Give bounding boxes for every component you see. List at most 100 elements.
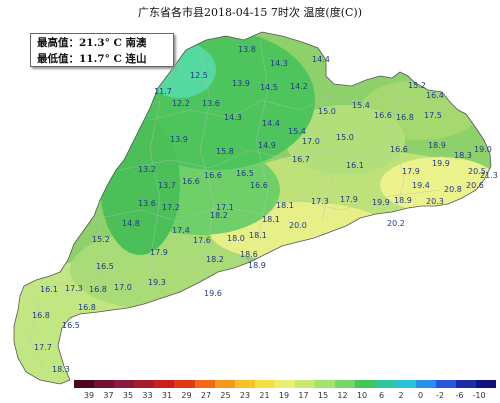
legend-swatch: [214, 380, 236, 388]
station-value: 19.9: [432, 159, 450, 168]
station-value: 18.1: [262, 215, 280, 224]
station-value: 16.6: [250, 181, 268, 190]
station-value: 13.9: [232, 79, 250, 88]
legend-tick-label: 12: [337, 391, 348, 400]
station-value: 16.5: [236, 169, 254, 178]
station-value: 17.9: [402, 167, 420, 176]
station-value: 20.5: [468, 167, 486, 176]
station-value: 16.5: [62, 321, 80, 330]
station-value: 19.3: [148, 278, 166, 287]
legend-tick-label: 35: [122, 391, 134, 400]
max-station: 南澳: [125, 37, 147, 49]
station-value: 18.0: [227, 234, 245, 243]
station-value: 18.2: [210, 211, 228, 220]
min-label: 最低值：: [37, 53, 79, 65]
station-value: 15.4: [288, 127, 306, 136]
max-label: 最高值：: [37, 37, 79, 49]
legend-tick-label: -2: [436, 391, 444, 400]
legend-swatch: [415, 380, 437, 388]
station-value: 18.3: [454, 151, 472, 160]
legend-swatch: [395, 380, 417, 388]
station-value: 16.8: [89, 285, 107, 294]
legend-swatch: [355, 380, 376, 388]
legend-tick-label: 21: [259, 391, 270, 400]
station-value: 11.7: [154, 87, 172, 96]
station-value: 14.4: [312, 55, 330, 64]
legend-tick-label: 10: [356, 391, 368, 400]
station-value: 18.1: [276, 201, 294, 210]
station-value: 15.2: [92, 235, 110, 244]
county-borders: [29, 39, 461, 371]
station-value: 16.6: [390, 145, 408, 154]
station-value: 14.2: [290, 82, 308, 91]
legend-swatch: [475, 380, 497, 388]
station-value: 15.0: [318, 107, 336, 116]
station-value: 17.5: [424, 111, 442, 120]
station-value: 17.7: [34, 343, 52, 352]
station-value: 14.8: [122, 219, 140, 228]
station-value: 13.6: [202, 99, 220, 108]
legend-swatch: [154, 380, 175, 388]
legend-tick-label: -6: [455, 391, 464, 400]
station-value: 19.9: [372, 198, 390, 207]
legend-tick-label: 15: [317, 391, 329, 400]
legend-swatch: [234, 380, 256, 388]
station-value: 14.3: [270, 59, 288, 68]
station-value: 18.1: [249, 231, 267, 240]
legend-swatch: [335, 380, 356, 388]
station-value: 16.1: [40, 285, 58, 294]
station-value: 17.6: [193, 236, 211, 245]
station-value: 20.8: [444, 185, 462, 194]
legend-tick-label: 33: [142, 391, 153, 400]
station-value: 16.6: [182, 177, 200, 186]
station-value: 16.4: [426, 91, 444, 100]
station-value: 19.0: [474, 145, 492, 154]
legend-swatch: [134, 380, 155, 388]
station-value: 19.6: [204, 289, 222, 298]
station-value: 17.0: [302, 137, 320, 146]
station-value: 20.2: [387, 219, 405, 228]
station-value: 16.7: [292, 155, 310, 164]
color-legend-bar: [74, 380, 497, 388]
legend-swatch: [174, 380, 196, 388]
station-value: 13.9: [170, 135, 188, 144]
station-value: 18.9: [394, 196, 412, 205]
station-value: 17.9: [340, 195, 358, 204]
station-value: 12.5: [190, 71, 208, 80]
max-value: 21.3° C: [79, 37, 122, 49]
station-value: 15.0: [336, 133, 354, 142]
legend-swatch: [375, 380, 397, 388]
station-value: 18.9: [248, 261, 266, 270]
station-value: 16.8: [78, 303, 96, 312]
extremes-box: 最高值：21.3° C 南澳 最低值：11.7° C 连山: [30, 33, 174, 67]
station-value: 15.8: [216, 147, 234, 156]
legend-tick-label: 39: [83, 391, 95, 400]
legend-tick-label: -10: [472, 391, 486, 400]
legend-tick-label: 29: [181, 391, 192, 400]
station-value: 13.8: [238, 45, 256, 54]
legend-tick-label: 27: [200, 391, 212, 400]
station-value: 13.7: [158, 181, 176, 190]
station-value: 17.2: [162, 203, 180, 212]
legend-swatch: [114, 380, 135, 388]
station-value: 15.4: [352, 101, 370, 110]
station-value: 12.2: [172, 99, 190, 108]
legend-swatch: [455, 380, 477, 388]
legend-tick-label: 0: [417, 391, 424, 400]
station-value: 13.2: [138, 165, 156, 174]
min-station: 连山: [125, 53, 147, 65]
legend-tick-label: 37: [103, 391, 114, 400]
legend-tick-label: 6: [378, 391, 385, 400]
map-title: 广东省各市县2018-04-15 7时次 温度(度(C)): [138, 6, 362, 19]
station-value: 16.8: [32, 311, 50, 320]
station-value: 13.6: [138, 199, 156, 208]
station-value: 17.0: [114, 283, 132, 292]
station-value: 14.3: [224, 113, 242, 122]
legend-tick-label: 23: [239, 391, 251, 400]
station-value: 14.5: [260, 83, 278, 92]
station-value: 14.4: [262, 119, 280, 128]
station-value: 20.0: [289, 221, 307, 230]
station-value: 16.8: [396, 113, 414, 122]
legend-swatch: [194, 380, 216, 388]
